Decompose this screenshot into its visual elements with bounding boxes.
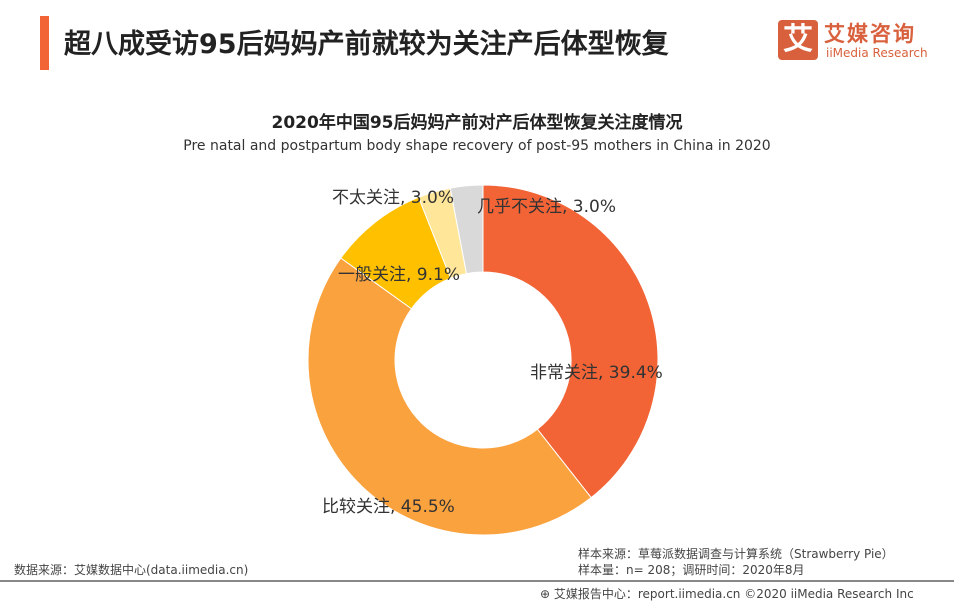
sample-size: 样本量：n= 208；调研时间：2020年8月 (578, 563, 805, 577)
iimedia-logo: 艾 艾媒咨询 iiMedia Research (778, 18, 948, 64)
footer-divider (0, 580, 954, 582)
report-text: 艾媒报告中心：report.iimedia.cn ©2020 iiMedia R… (553, 587, 914, 601)
slice-1 (307, 257, 592, 536)
slice-4 (449, 184, 484, 275)
logo-mark: 艾 (778, 20, 818, 60)
logo-text-en: iiMedia Research (826, 46, 928, 60)
sample-info: 样本来源：草莓派数据调查与计算系统（Strawberry Pie） 样本量：n=… (578, 546, 894, 578)
data-label: 不太关注, 3.0% (332, 188, 454, 208)
logo-text-cn: 艾媒咨询 (824, 22, 916, 46)
data-label: 比较关注, 45.5% (322, 497, 455, 517)
chart-subtitle: Pre natal and postpartum body shape reco… (183, 138, 771, 154)
globe-icon: ⊕ (540, 587, 554, 601)
title-accent-bar (40, 16, 49, 70)
slice-0 (482, 184, 659, 499)
sample-source: 样本来源：草莓派数据调查与计算系统（Strawberry Pie） (578, 547, 894, 561)
data-label: 几乎不关注, 3.0% (477, 197, 616, 217)
page-title: 超八成受访95后妈妈产前就较为关注产后体型恢复 (64, 29, 669, 60)
data-source: 数据来源：艾媒数据中心(data.iimedia.cn) (14, 563, 249, 577)
report-footer: ⊕ 艾媒报告中心：report.iimedia.cn ©2020 iiMedia… (540, 585, 914, 602)
chart-title: 2020年中国95后妈妈产前对产后体型恢复关注度情况 (271, 113, 683, 133)
data-label: 一般关注, 9.1% (338, 265, 460, 285)
data-label: 非常关注, 39.4% (530, 363, 663, 383)
